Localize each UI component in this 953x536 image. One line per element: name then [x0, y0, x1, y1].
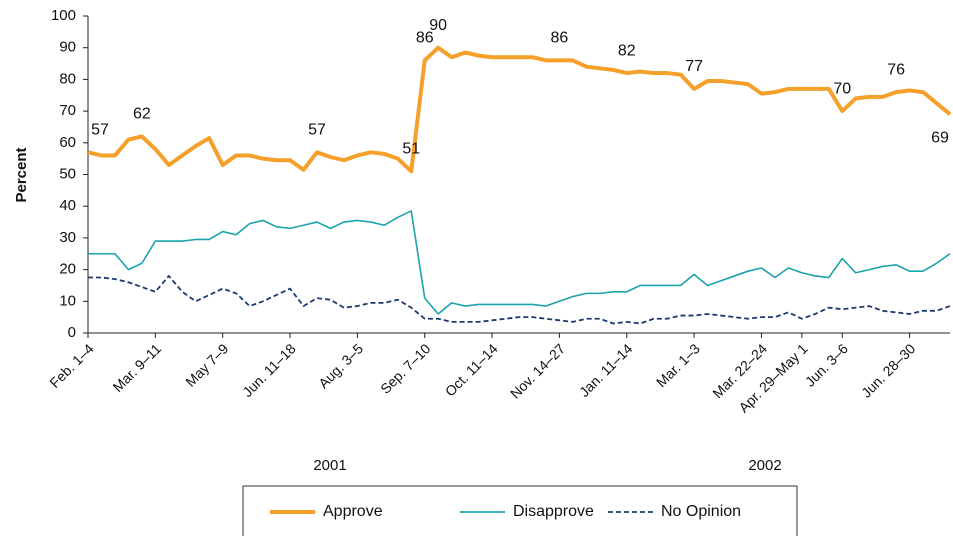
y-axis-label: Percent	[13, 147, 30, 202]
data-label: 57	[91, 122, 109, 139]
data-label: 70	[833, 80, 851, 97]
x-tick-label: May 7–9	[182, 340, 231, 389]
data-label: 62	[133, 106, 151, 123]
line-1	[88, 210, 951, 315]
line-2	[88, 275, 951, 325]
x-tick-label: Feb. 1–4	[46, 340, 97, 391]
y-tick-label: 10	[59, 292, 76, 309]
y-tick-label: 50	[59, 165, 76, 182]
x-tick-label: Jan. 11–14	[576, 340, 636, 400]
legend-label: Approve	[323, 503, 383, 520]
x-tick-label: Aug. 3–5	[315, 340, 366, 391]
y-tick-label: 90	[59, 39, 76, 56]
legend-label: No Opinion	[661, 503, 741, 520]
legend-label: Disapprove	[513, 503, 594, 520]
year-label: 2002	[748, 457, 781, 474]
y-tick-label: 100	[51, 7, 76, 24]
data-label: 76	[887, 61, 905, 78]
data-label: 51	[402, 141, 420, 158]
line-0	[87, 45, 952, 174]
y-tick-label: 80	[59, 70, 76, 87]
data-label: 77	[685, 58, 703, 75]
x-tick-label: Mar. 1–3	[653, 340, 703, 390]
y-tick-label: 20	[59, 261, 76, 278]
y-tick-label: 40	[59, 197, 76, 214]
x-tick-label: Sep. 7–10	[377, 340, 434, 397]
x-tick-label: Jun. 3–6	[802, 340, 851, 389]
x-tick-label: Nov. 14–27	[507, 340, 568, 401]
data-label: 90	[429, 17, 447, 34]
data-label: 86	[551, 30, 569, 47]
data-label: 82	[618, 42, 636, 59]
x-tick-label: Jun. 11–18	[239, 340, 299, 400]
y-tick-label: 70	[59, 102, 76, 119]
data-label: 86	[416, 30, 434, 47]
x-tick-label: Mar. 9–11	[109, 340, 164, 395]
legend-box	[242, 485, 798, 536]
x-tick-label: Jun. 28–30	[858, 340, 918, 400]
y-tick-label: 30	[59, 229, 76, 246]
y-tick-label: 60	[59, 134, 76, 151]
data-label: 57	[308, 122, 326, 139]
x-tick-label: Oct. 11–14	[442, 340, 501, 399]
year-label: 2001	[313, 457, 346, 474]
y-tick-label: 0	[68, 324, 76, 341]
data-label: 69	[931, 129, 949, 146]
